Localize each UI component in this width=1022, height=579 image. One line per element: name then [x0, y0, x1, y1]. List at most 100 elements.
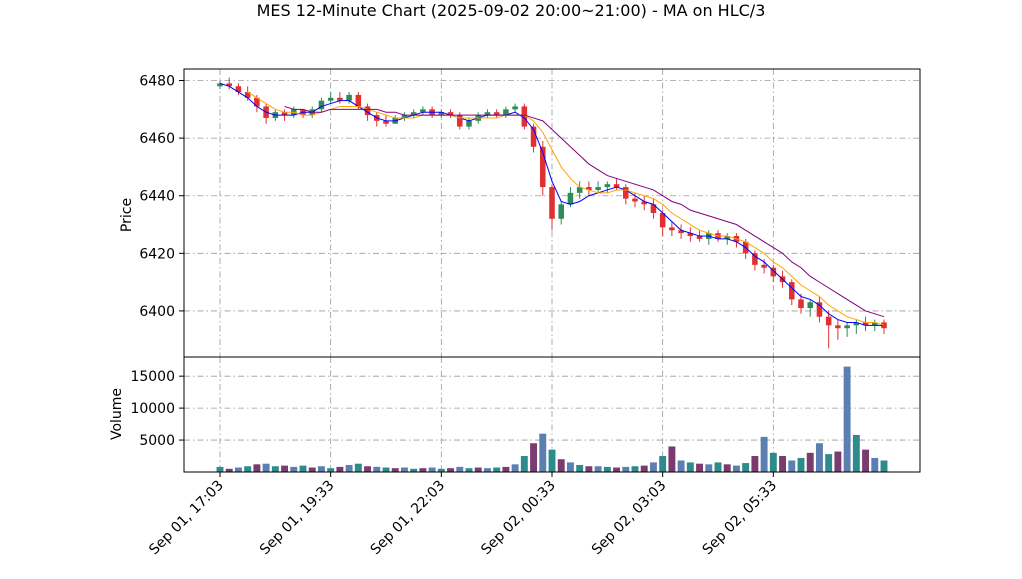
volume-bar	[308, 467, 316, 472]
candle-body	[217, 83, 223, 87]
candle-body	[623, 187, 629, 199]
candle-body	[503, 109, 509, 116]
volume-bar	[336, 466, 344, 472]
candle-body	[696, 236, 703, 239]
volume-bar	[428, 467, 436, 472]
volume-bar	[262, 463, 270, 472]
volume-bar	[788, 460, 796, 472]
volume-ytick-label: 15000	[130, 369, 175, 385]
volume-bar	[456, 466, 464, 472]
volume-bar	[686, 462, 694, 472]
volume-bar	[299, 465, 307, 472]
volume-bar	[234, 467, 242, 472]
ma-line-2	[284, 105, 885, 318]
price-ytick-label: 6460	[139, 131, 175, 147]
volume-bar	[843, 366, 851, 472]
volume-bar	[825, 454, 833, 472]
candle-body	[825, 316, 832, 326]
volume-bar	[751, 456, 759, 472]
candle-body	[576, 187, 583, 193]
volume-bar	[271, 466, 279, 472]
volume-bar	[622, 466, 630, 472]
candle-body	[659, 213, 666, 228]
candle-body	[327, 97, 334, 101]
volume-bar	[852, 434, 860, 472]
candle-body	[844, 325, 850, 329]
volume-bar	[410, 468, 418, 472]
candle-body	[244, 92, 251, 98]
volume-bar	[723, 464, 731, 472]
price-ytick-label: 6400	[139, 304, 175, 320]
candle-body	[807, 302, 813, 309]
candle-body	[724, 236, 730, 239]
volume-bar	[539, 433, 547, 472]
volume-bar	[354, 463, 362, 472]
volume-bar	[511, 464, 519, 472]
volume-axis-label: Volume	[109, 388, 125, 440]
candle-body	[678, 230, 684, 234]
candle-body	[549, 187, 555, 219]
volume-bar	[474, 467, 482, 472]
candle-body	[752, 253, 758, 265]
candle-body	[383, 120, 389, 124]
volume-panel: 5000 10000 15000	[130, 356, 921, 473]
volume-bar	[216, 466, 224, 472]
volume-bar	[871, 457, 879, 472]
volume-bar	[732, 465, 740, 472]
volume-bar	[760, 436, 768, 472]
volume-bar	[834, 451, 842, 472]
candle-body	[789, 282, 795, 300]
candle-body	[281, 112, 288, 116]
candle-body	[835, 325, 841, 329]
volume-bar	[677, 460, 685, 472]
volume-bar	[502, 466, 510, 472]
candle-body	[862, 322, 869, 326]
candle-body	[586, 187, 592, 190]
volume-bar	[880, 460, 888, 472]
volume-bar	[382, 467, 390, 472]
price-ytick-label: 6420	[139, 246, 175, 262]
candle-body	[530, 126, 537, 147]
candle-body	[438, 112, 445, 116]
volume-bar	[797, 457, 805, 472]
volume-bar	[649, 462, 657, 472]
volume-bar	[566, 462, 574, 472]
volume-bar	[373, 466, 381, 472]
volume-bar	[225, 468, 233, 472]
candle-body	[613, 184, 620, 188]
volume-bar	[613, 467, 621, 472]
volume-bar	[437, 468, 445, 472]
candle-body	[770, 267, 777, 277]
volume-ytick-label: 10000	[130, 401, 175, 417]
price-axis-label: Price	[119, 198, 135, 232]
candle-body	[798, 299, 804, 309]
volume-bar	[862, 449, 870, 472]
volume-bar	[659, 456, 667, 472]
candle-body	[604, 184, 611, 188]
ma-line-1	[247, 91, 885, 326]
volume-bar	[281, 465, 289, 472]
candle-body	[521, 106, 528, 127]
candle-body	[346, 94, 352, 101]
volume-bar	[576, 464, 584, 472]
volume-bar	[585, 466, 593, 472]
volume-bar	[668, 446, 676, 472]
volume-bar	[493, 467, 501, 472]
volume-bar	[779, 456, 787, 472]
candle-body	[364, 106, 371, 116]
volume-bar	[548, 449, 556, 472]
candle-body	[853, 322, 860, 326]
candle-body	[687, 233, 694, 237]
volume-bar	[530, 443, 538, 472]
price-ytick-label: 6440	[139, 189, 175, 205]
volume-bar	[696, 463, 704, 472]
volume-bar	[364, 466, 372, 472]
candle-body	[447, 112, 454, 116]
volume-bar	[465, 468, 473, 472]
price-ytick-label: 6480	[139, 74, 175, 90]
candle-body	[595, 187, 601, 190]
volume-bar	[290, 466, 298, 472]
candle-body	[401, 115, 408, 118]
volume-bar	[705, 464, 713, 472]
